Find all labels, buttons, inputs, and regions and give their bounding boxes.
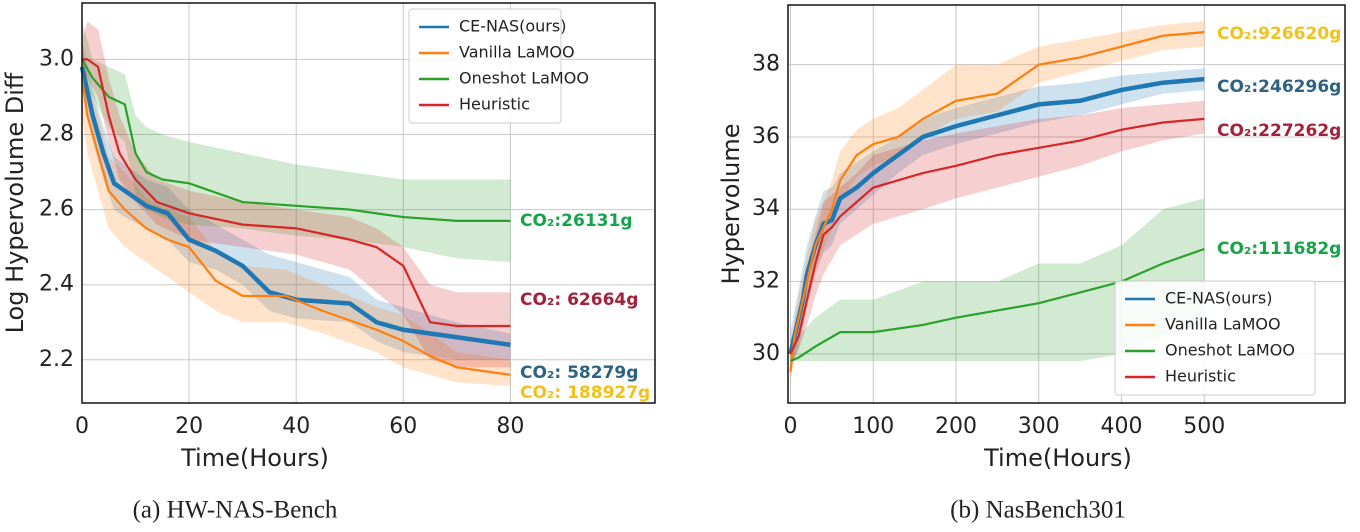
y-tick-label: 34 <box>752 196 780 221</box>
x-tick-label: 80 <box>496 414 524 439</box>
y-tick-label: 36 <box>752 124 780 149</box>
y-axis-label: Hypervolume <box>717 123 745 284</box>
y-tick-label: 3.0 <box>39 46 74 71</box>
x-axis-label: Time(Hours) <box>983 444 1132 472</box>
y-tick-label: 2.4 <box>39 272 74 297</box>
caption: (a) HW-NAS-Bench <box>133 497 338 524</box>
series-line <box>79 66 511 348</box>
legend-label: Heuristic <box>459 95 530 114</box>
x-tick-label: 20 <box>175 414 203 439</box>
legend-label: Oneshot LaMOO <box>1165 341 1295 360</box>
series-line <box>81 58 511 222</box>
series-line <box>82 58 511 328</box>
band <box>790 100 1205 365</box>
series-line <box>789 31 1205 373</box>
co2-label: CO₂:111682g <box>1217 239 1341 259</box>
co2-label: CO₂:246296g <box>1217 77 1341 97</box>
caption: (b) NasBench301 <box>950 497 1126 524</box>
band <box>790 198 1205 362</box>
y-tick-label: 30 <box>752 341 780 366</box>
band <box>82 21 511 263</box>
x-axis-label: Time(Hours) <box>180 444 329 472</box>
co2-label: CO₂: 188927g <box>520 383 650 403</box>
legend-label: Vanilla LaMOO <box>1165 315 1281 334</box>
band <box>790 68 1205 369</box>
x-tick-label: 200 <box>935 414 977 439</box>
series-line <box>80 77 511 376</box>
legend-label: CE-NAS(ours) <box>459 17 566 36</box>
x-tick-label: 0 <box>75 414 89 439</box>
legend-box <box>408 8 562 124</box>
co2-label: CO₂: 58279g <box>520 363 638 383</box>
plot-frame <box>787 4 1346 404</box>
legend-label: Heuristic <box>1165 367 1236 386</box>
plot-frame <box>81 2 656 404</box>
legend-box <box>1114 280 1316 396</box>
series-line <box>789 117 1205 355</box>
band <box>790 21 1205 383</box>
x-tick-label: 40 <box>282 414 310 439</box>
co2-label: CO₂:926620g <box>1217 24 1341 44</box>
x-tick-label: 400 <box>1101 414 1143 439</box>
x-tick-label: 500 <box>1183 414 1225 439</box>
y-tick-label: 2.2 <box>39 347 74 372</box>
y-tick-label: 2.8 <box>39 121 74 146</box>
x-tick-label: 100 <box>852 414 894 439</box>
co2-label: CO₂:227262g <box>1217 121 1341 141</box>
x-tick-label: 0 <box>783 414 797 439</box>
co2-label: CO₂:26131g <box>520 211 632 231</box>
x-tick-label: 60 <box>389 414 417 439</box>
x-tick-label: 300 <box>1018 414 1060 439</box>
legend-label: CE-NAS(ours) <box>1165 289 1272 308</box>
legend-label: Vanilla LaMOO <box>459 43 575 62</box>
co2-label: CO₂: 62664g <box>520 290 638 310</box>
legend-label: Oneshot LaMOO <box>459 69 589 88</box>
y-axis-label: Log Hypervolume Diff <box>1 72 29 333</box>
band <box>82 21 511 368</box>
band <box>82 40 511 360</box>
y-tick-label: 2.6 <box>39 197 74 222</box>
y-tick-label: 38 <box>752 52 780 77</box>
y-tick-label: 32 <box>752 269 780 294</box>
